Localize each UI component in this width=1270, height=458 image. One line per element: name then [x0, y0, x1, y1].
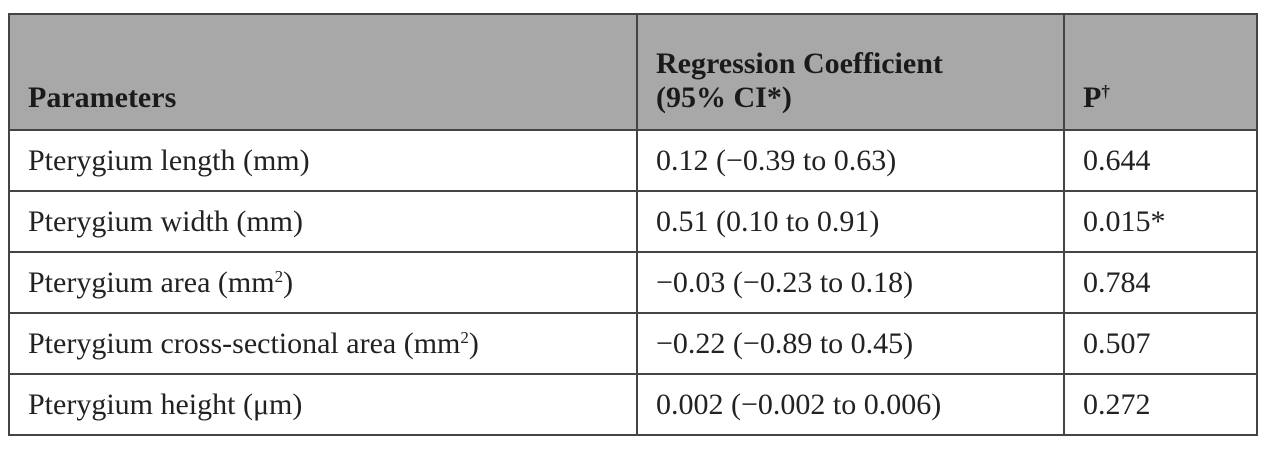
- table-row: Pterygium height (μm) 0.002 (−0.002 to 0.…: [8, 373, 1258, 436]
- cell-coefficient: 0.002 (−0.002 to 0.006): [636, 373, 1065, 436]
- header-parameters: Parameters: [8, 13, 638, 131]
- parameter-text: Pterygium width (mm): [28, 204, 303, 238]
- cell-parameter: Pterygium area (mm2): [8, 251, 638, 314]
- superscript: 2: [460, 327, 469, 347]
- superscript: 2: [274, 266, 284, 286]
- table-row: Pterygium width (mm) 0.51 (0.10 to 0.91) 0…: [8, 190, 1258, 253]
- cell-coefficient: 0.51 (0.10 to 0.91): [636, 190, 1065, 253]
- header-text: Parameters: [28, 81, 177, 114]
- cell-p-value: 0.272: [1063, 373, 1258, 436]
- cell-p-value: 0.015*: [1063, 190, 1258, 253]
- header-p: P†: [1063, 13, 1258, 131]
- header-text: P: [1083, 81, 1102, 114]
- header-row: Parameters Regression Coefficient (95% CI…: [8, 13, 1258, 131]
- parameter-text: Pterygium area (mm: [28, 265, 275, 299]
- parameter-text-end: ): [283, 265, 294, 299]
- header-text: (95% CI*): [656, 81, 792, 114]
- table-row: Pterygium length (mm) 0.12 (−0.39 to 0.63…: [8, 129, 1258, 192]
- parameter-text-end: ): [468, 326, 479, 360]
- parameter-text: Pterygium height (μm): [28, 387, 303, 421]
- table-row: Pterygium cross-sectional area (mm2) −0.2…: [8, 312, 1258, 375]
- cell-coefficient: −0.03 (−0.23 to 0.18): [636, 251, 1065, 314]
- cell-coefficient: −0.22 (−0.89 to 0.45): [636, 312, 1065, 375]
- cell-p-value: 0.507: [1063, 312, 1258, 375]
- header-coefficient: Regression Coefficient (95% CI*): [636, 13, 1065, 131]
- cell-parameter: Pterygium cross-sectional area (mm2): [8, 312, 638, 375]
- cell-parameter: Pterygium height (μm): [8, 373, 638, 436]
- cell-coefficient: 0.12 (−0.39 to 0.63): [636, 129, 1065, 192]
- cell-parameter: Pterygium width (mm): [8, 190, 638, 253]
- parameter-text: Pterygium cross-sectional area (mm: [28, 326, 461, 360]
- cell-p-value: 0.644: [1063, 129, 1258, 192]
- table-row: Pterygium area (mm2) −0.03 (−0.23 to 0.18…: [8, 251, 1258, 314]
- header-text: Regression Coefficient: [656, 47, 943, 80]
- parameter-text: Pterygium length (mm): [28, 143, 310, 177]
- cell-p-value: 0.784: [1063, 251, 1258, 314]
- dagger-mark: †: [1101, 82, 1110, 101]
- regression-table: Parameters Regression Coefficient (95% CI…: [8, 13, 1258, 436]
- cell-parameter: Pterygium length (mm): [8, 129, 638, 192]
